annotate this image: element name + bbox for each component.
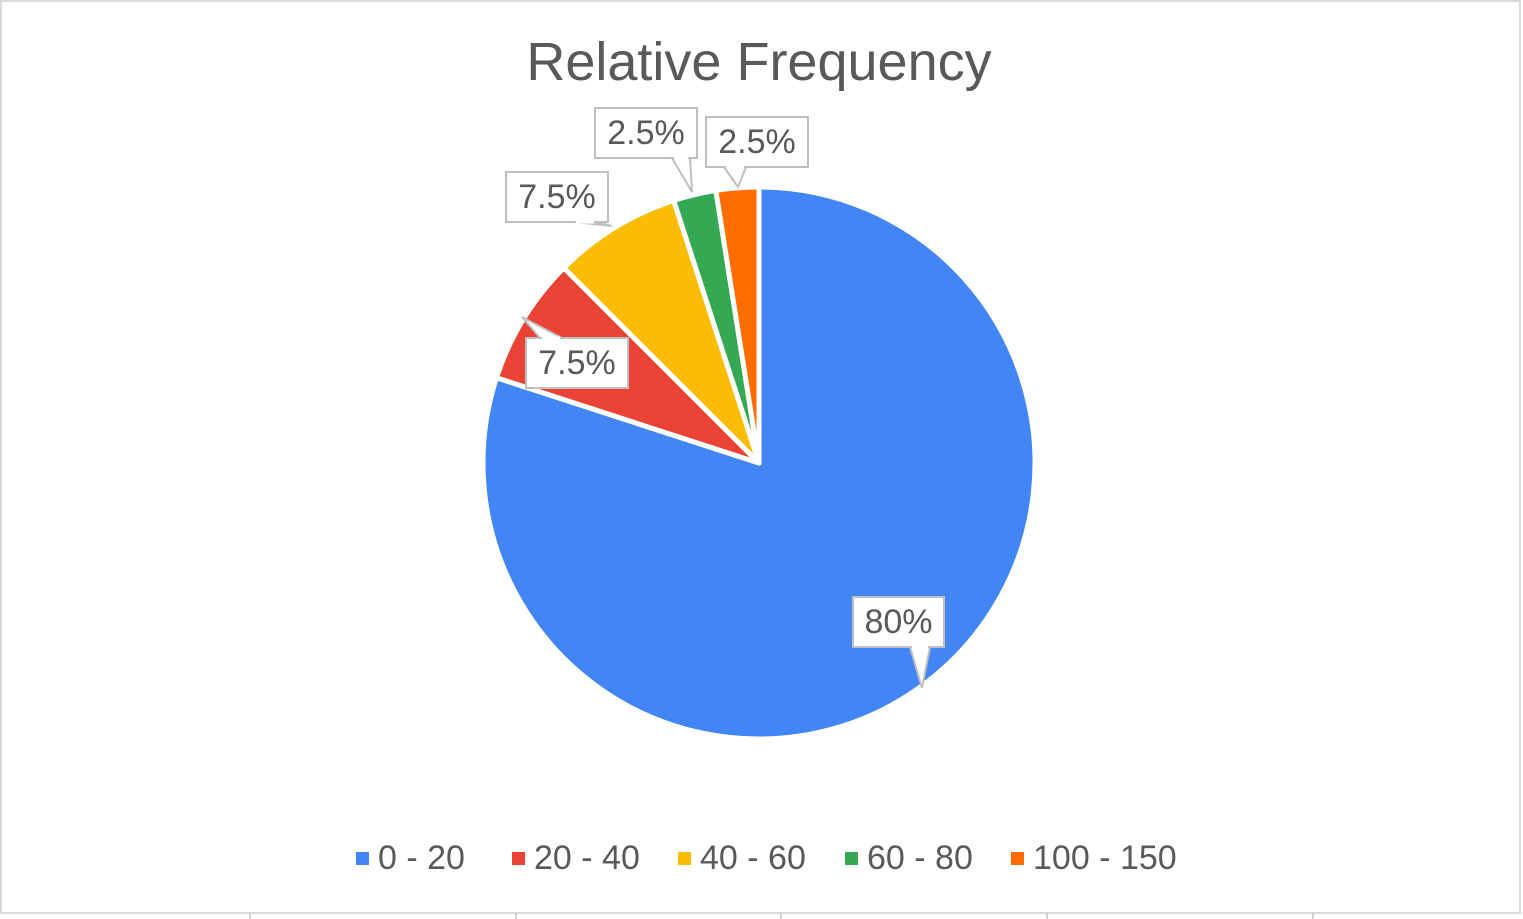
pie-slice-5	[713, 184, 762, 466]
callout-box	[594, 107, 698, 159]
legend-item: 100 - 150	[1011, 839, 1177, 877]
data-label: 7.5%	[521, 316, 629, 389]
data-label-text: 7.5%	[518, 178, 596, 216]
legend-label: 40 - 60	[700, 839, 806, 877]
legend-item: 60 - 80	[845, 839, 973, 877]
data-label: 80%	[852, 596, 945, 689]
legend-label: 20 - 40	[534, 839, 640, 877]
legend-item: 40 - 60	[678, 839, 806, 877]
legend-item: 0 - 20	[356, 839, 465, 877]
legend-label: 60 - 80	[867, 839, 973, 877]
legend-swatch	[1011, 852, 1024, 865]
legend-swatch	[512, 852, 525, 865]
legend-swatch	[356, 852, 369, 865]
legend-swatch	[845, 852, 858, 865]
chart-title: Relative Frequency	[526, 32, 991, 92]
callout-box	[852, 596, 945, 648]
data-label-text: 7.5%	[538, 344, 616, 382]
legend-swatch	[678, 852, 691, 865]
legend-label: 100 - 150	[1033, 839, 1177, 877]
callout-box	[705, 116, 809, 168]
data-label: 2.5%	[594, 107, 698, 193]
data-labels: 80% 7.5% 7.5% 2.5% 2.5%	[505, 107, 945, 689]
pie-slice-3	[561, 198, 762, 466]
legend-item: 20 - 40	[512, 839, 640, 877]
legend-label: 0 - 20	[378, 839, 465, 877]
legend: 0 - 20 20 - 40 40 - 60 60 - 80 100 - 150	[356, 839, 1177, 877]
data-label-text: 80%	[864, 603, 932, 641]
pie-slices	[480, 184, 1038, 742]
callout-box	[525, 337, 629, 389]
data-label-text: 2.5%	[718, 123, 796, 161]
data-label: 7.5%	[505, 171, 613, 227]
data-label-text: 2.5%	[607, 114, 685, 152]
callout-box	[505, 171, 609, 223]
data-label: 2.5%	[705, 116, 809, 190]
